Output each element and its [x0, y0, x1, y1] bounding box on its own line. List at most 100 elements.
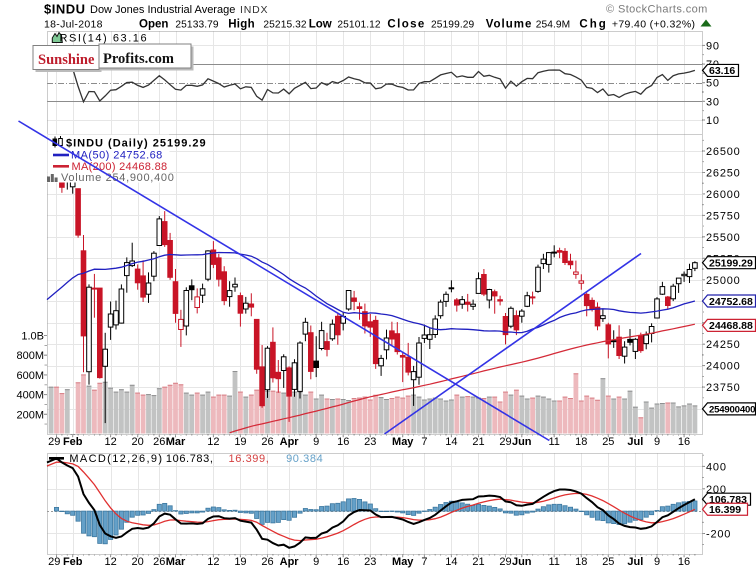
svg-text:16: 16 — [678, 556, 690, 568]
svg-text:18: 18 — [575, 436, 587, 448]
svg-text:9: 9 — [654, 436, 660, 448]
svg-text:Apr: Apr — [280, 436, 300, 448]
svg-text:30: 30 — [706, 96, 720, 108]
svg-text:14: 14 — [445, 436, 457, 448]
svg-text:23: 23 — [364, 556, 376, 568]
svg-text:23: 23 — [364, 436, 376, 448]
svg-text:19: 19 — [234, 556, 246, 568]
svg-text:Sunshine: Sunshine — [38, 52, 95, 68]
svg-text:Close: Close — [387, 19, 425, 31]
svg-text:Chg: Chg — [579, 19, 607, 31]
svg-text:25000: 25000 — [706, 275, 741, 287]
svg-text:$INDU: $INDU — [44, 2, 86, 17]
svg-text:12: 12 — [104, 436, 116, 448]
svg-text:254.9M: 254.9M — [536, 20, 571, 31]
svg-text:23750: 23750 — [706, 382, 741, 394]
svg-text:16: 16 — [337, 436, 349, 448]
svg-text:20: 20 — [132, 556, 144, 568]
svg-text:Feb: Feb — [63, 556, 83, 568]
svg-text:25: 25 — [602, 556, 614, 568]
svg-text:-200: -200 — [706, 528, 731, 540]
svg-text:May: May — [392, 436, 414, 448]
svg-text:12: 12 — [207, 556, 219, 568]
svg-text:$INDU (Daily) 25199.29: $INDU (Daily) 25199.29 — [66, 138, 207, 150]
svg-text:24752.68: 24752.68 — [709, 296, 753, 308]
svg-text:90: 90 — [706, 40, 720, 52]
svg-text:12: 12 — [207, 436, 219, 448]
svg-text:© StockCharts.com: © StockCharts.com — [606, 4, 708, 16]
svg-text:7: 7 — [421, 556, 427, 568]
svg-text:+79.40 (+0.32%): +79.40 (+0.32%) — [612, 19, 695, 31]
svg-text:Volume: Volume — [486, 19, 533, 31]
svg-text:RSI(14) 63.16: RSI(14) 63.16 — [60, 33, 149, 45]
svg-text:Apr: Apr — [280, 556, 300, 568]
svg-text:106.783,: 106.783, — [166, 453, 214, 465]
svg-text:90.384: 90.384 — [286, 453, 323, 465]
svg-text:May: May — [392, 556, 414, 568]
svg-text:26: 26 — [261, 436, 273, 448]
svg-text:400: 400 — [706, 461, 727, 473]
svg-text:14: 14 — [445, 556, 457, 568]
svg-text:25133.79: 25133.79 — [175, 20, 219, 31]
svg-text:20: 20 — [132, 436, 144, 448]
svg-text:16.399: 16.399 — [709, 504, 741, 516]
svg-text:29: 29 — [499, 556, 511, 568]
svg-text:25750: 25750 — [706, 210, 741, 222]
svg-text:24250: 24250 — [706, 339, 741, 351]
svg-text:High: High — [228, 19, 255, 31]
svg-text:254900400: 254900400 — [709, 405, 755, 416]
svg-text:Jul: Jul — [627, 556, 643, 568]
svg-text:10: 10 — [706, 115, 720, 127]
svg-text:16: 16 — [678, 436, 690, 448]
svg-text:26500: 26500 — [706, 146, 741, 158]
svg-text:MACD(12,26,9): MACD(12,26,9) — [69, 453, 163, 465]
svg-text:Volume 254,900,400: Volume 254,900,400 — [61, 172, 175, 184]
svg-text:29: 29 — [48, 556, 60, 568]
svg-text:26: 26 — [153, 436, 165, 448]
svg-text:11: 11 — [549, 436, 560, 448]
svg-text:18-Jul-2018: 18-Jul-2018 — [44, 19, 103, 31]
svg-text:1.0B: 1.0B — [21, 331, 44, 343]
svg-text:Jun: Jun — [512, 436, 532, 448]
svg-text:INDX: INDX — [240, 4, 268, 16]
svg-text:25199.29: 25199.29 — [709, 257, 753, 269]
svg-text:26000: 26000 — [706, 189, 741, 201]
svg-text:21: 21 — [472, 556, 484, 568]
svg-text:16.399,: 16.399, — [229, 453, 270, 465]
svg-text:9: 9 — [313, 436, 319, 448]
svg-text:11: 11 — [549, 556, 560, 568]
svg-text:21: 21 — [472, 436, 484, 448]
svg-text:Feb: Feb — [63, 436, 83, 448]
svg-text:Jun: Jun — [512, 556, 532, 568]
svg-text:29: 29 — [499, 436, 511, 448]
svg-text:24000: 24000 — [706, 361, 741, 373]
svg-text:24468.88: 24468.88 — [709, 320, 753, 332]
svg-text:18: 18 — [575, 556, 587, 568]
svg-text:Profits.com: Profits.com — [103, 51, 174, 67]
svg-text:Mar: Mar — [166, 556, 186, 568]
svg-text:63.16: 63.16 — [709, 65, 735, 77]
svg-text:50: 50 — [706, 78, 720, 90]
svg-text:Mar: Mar — [166, 436, 186, 448]
svg-text:26250: 26250 — [706, 167, 741, 179]
svg-text:Dow Jones Industrial Average: Dow Jones Industrial Average — [90, 4, 235, 16]
svg-text:19: 19 — [234, 436, 246, 448]
svg-text:Open: Open — [139, 19, 168, 31]
svg-text:26: 26 — [261, 556, 273, 568]
svg-text:800M: 800M — [16, 350, 44, 362]
svg-text:29: 29 — [48, 436, 60, 448]
svg-text:25500: 25500 — [706, 232, 741, 244]
svg-text:9: 9 — [313, 556, 319, 568]
svg-text:25101.12: 25101.12 — [337, 20, 381, 31]
svg-text:25199.29: 25199.29 — [431, 20, 475, 31]
svg-text:600M: 600M — [16, 370, 44, 382]
svg-text:7: 7 — [421, 436, 427, 448]
svg-text:26: 26 — [153, 556, 165, 568]
svg-text:25215.32: 25215.32 — [263, 20, 307, 31]
svg-text:9: 9 — [654, 556, 660, 568]
svg-text:400M: 400M — [16, 390, 44, 402]
svg-text:200M: 200M — [16, 409, 44, 421]
svg-text:Low: Low — [309, 19, 332, 31]
svg-text:25: 25 — [602, 436, 614, 448]
svg-text:16: 16 — [337, 556, 349, 568]
